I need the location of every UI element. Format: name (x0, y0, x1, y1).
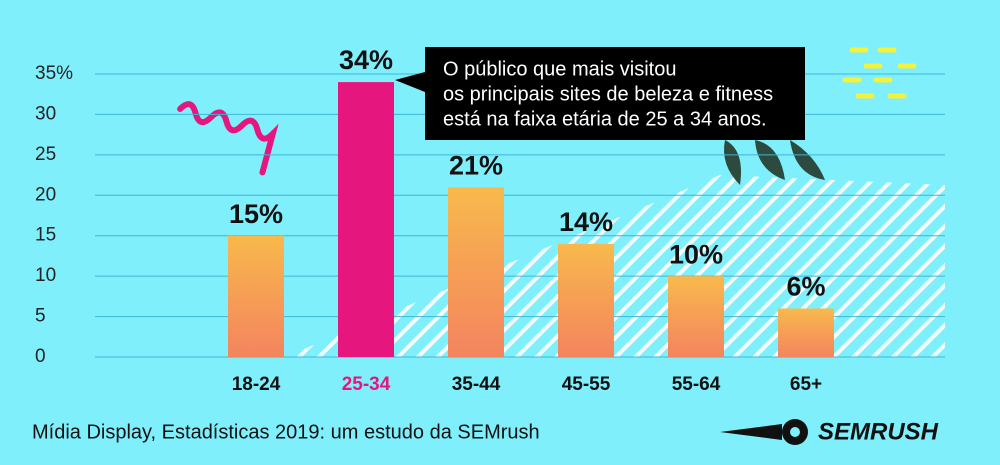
value-label: 6% (786, 272, 825, 302)
x-tick-label: 45-55 (562, 374, 611, 395)
y-tick-label: 15 (35, 225, 56, 246)
value-label: 34% (339, 45, 393, 75)
x-tick-label: 25-34 (342, 374, 391, 395)
annotation-box (395, 47, 805, 140)
value-label: 21% (449, 150, 503, 180)
y-tick-label: 30 (35, 103, 56, 124)
bar (338, 82, 394, 357)
x-tick-label: 65+ (790, 374, 822, 395)
dash-decoration (842, 47, 917, 99)
bar (558, 243, 614, 357)
annotation-line: está na faixa etária de 25 a 34 anos. (443, 108, 767, 130)
y-tick-label: 5 (35, 306, 46, 327)
bar (778, 308, 834, 357)
value-label: 10% (669, 239, 723, 269)
x-tick-label: 35-44 (452, 374, 501, 395)
x-tick-label: 18-24 (232, 374, 281, 395)
y-tick-label: 10 (35, 265, 56, 286)
y-tick-label: 25 (35, 144, 56, 165)
leaf-decoration (724, 140, 825, 185)
bar (448, 187, 504, 357)
y-tick-label: 20 (35, 184, 56, 205)
footer: Mídia Display, Estadísticas 2019: um est… (32, 421, 540, 443)
logo-icon (720, 419, 808, 445)
x-tick-label: 55-64 (672, 374, 721, 395)
value-label: 15% (229, 199, 283, 229)
y-tick-label: 35% (35, 63, 73, 84)
y-tick-label: 0 (35, 346, 46, 367)
value-label: 14% (559, 207, 613, 237)
bar (668, 276, 724, 357)
logo: SEMRUSH (818, 418, 939, 445)
annotation-line: O público que mais visitou (443, 58, 676, 80)
squiggle-decoration (177, 101, 279, 176)
bar (228, 235, 284, 357)
annotation-line: os principais sites de beleza e fitness (443, 83, 773, 105)
